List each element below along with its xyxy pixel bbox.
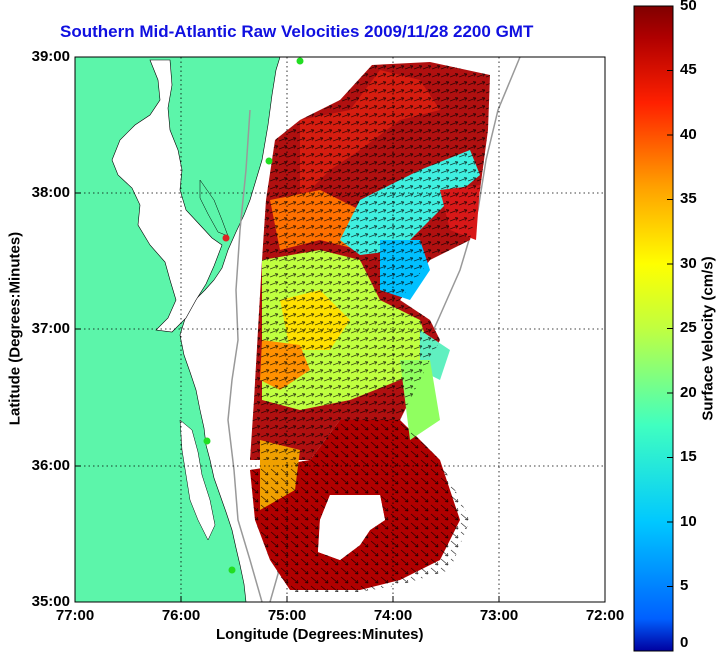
station-marker — [203, 437, 211, 445]
depth-contour-shelf — [227, 109, 263, 602]
y-tick-label: 36:00 — [31, 457, 70, 474]
bay-water — [111, 59, 223, 333]
station-marker — [296, 57, 304, 65]
colorbar-tick-label: 5 — [680, 577, 689, 594]
y-axis-label: Latitude (Degrees:Minutes) — [6, 231, 24, 426]
x-tick-label: 77:00 — [55, 607, 95, 624]
station-marker — [222, 234, 230, 242]
colorbar-ticks — [667, 5, 673, 652]
velocity-arrows-north — [250, 62, 490, 460]
x-tick-label: 74:00 — [373, 607, 413, 624]
x-tick-label: 72:00 — [585, 607, 625, 624]
colorbar-tick-label: 45 — [680, 61, 697, 78]
colorbar-tick-label: 25 — [680, 319, 697, 336]
colorbar-tick-label: 50 — [680, 0, 697, 14]
grid-lines — [75, 57, 605, 602]
y-tick-label: 39:00 — [31, 48, 70, 65]
station-marker — [228, 566, 236, 574]
colorbar-tick-label: 15 — [680, 448, 697, 465]
colorbar-tick-label: 30 — [680, 255, 697, 272]
x-tick-label: 73:00 — [479, 607, 519, 624]
x-tick-label: 75:00 — [267, 607, 307, 624]
peninsula-islands — [199, 179, 229, 237]
colorbar-tick-label: 35 — [680, 190, 697, 207]
x-axis-label: Longitude (Degrees:Minutes) — [216, 626, 424, 643]
colorbar-label: Surface Velocity (cm/s) — [699, 256, 717, 421]
colorbar-tick-label: 40 — [680, 126, 697, 143]
station-marker — [265, 157, 273, 165]
y-tick-label: 37:00 — [31, 320, 70, 337]
colorbar-tick-label: 0 — [680, 634, 689, 651]
y-tick-label: 38:00 — [31, 184, 70, 201]
colorbar-tick-label: 20 — [680, 384, 697, 401]
y-tick-label: 35:00 — [31, 593, 70, 610]
colorbar-tick-label: 10 — [680, 513, 697, 530]
sound-water — [179, 419, 216, 541]
map-title: Southern Mid-Atlantic Raw Velocities 200… — [60, 22, 534, 41]
x-tick-label: 76:00 — [161, 607, 201, 624]
